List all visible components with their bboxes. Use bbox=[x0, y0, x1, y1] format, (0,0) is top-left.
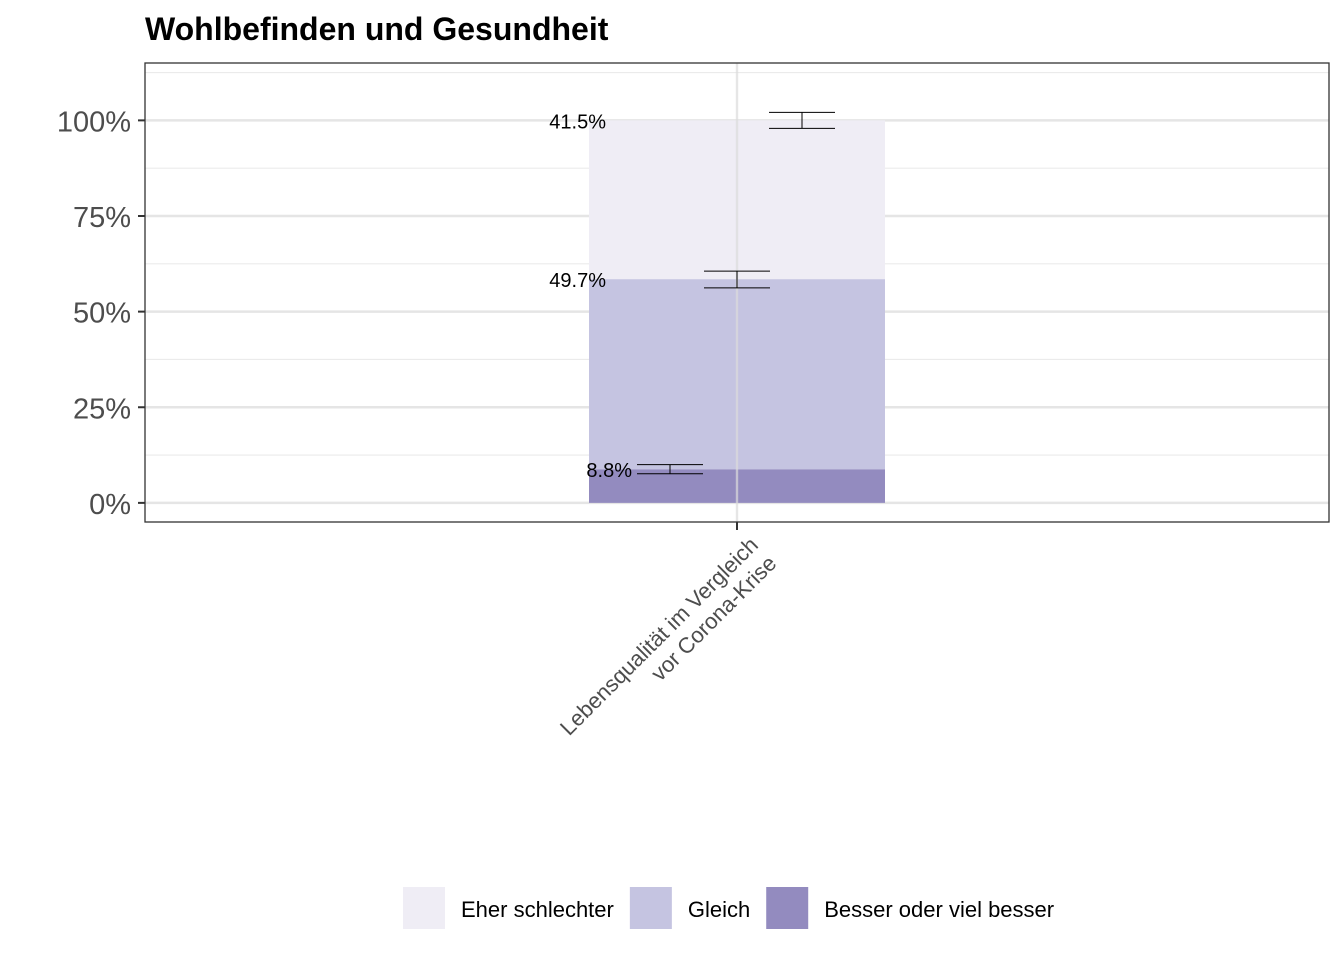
y-tick-label: 100% bbox=[57, 106, 131, 138]
y-tick-label: 25% bbox=[73, 393, 131, 425]
legend-key bbox=[403, 887, 445, 929]
y-tick-label: 50% bbox=[73, 298, 131, 330]
legend-label: Eher schlechter bbox=[461, 897, 614, 922]
y-tick-label: 0% bbox=[89, 489, 131, 521]
data-label: 41.5% bbox=[549, 111, 606, 133]
x-tick-label: Lebensqualität im Vergleichvor Corona-Kr… bbox=[555, 532, 781, 758]
chart-title: Wohlbefinden und Gesundheit bbox=[145, 11, 609, 47]
x-tick-label-line: Lebensqualität im Vergleich bbox=[555, 532, 763, 740]
legend-key bbox=[629, 887, 672, 929]
data-label: 8.8% bbox=[586, 460, 632, 482]
y-tick-label: 75% bbox=[73, 202, 131, 234]
data-label: 49.7% bbox=[549, 270, 606, 292]
legend: Eher schlechter Gleich Besser oder viel be… bbox=[403, 887, 1054, 929]
legend-label: Gleich bbox=[688, 897, 750, 922]
legend-key bbox=[766, 887, 809, 929]
legend-label: Besser oder viel besser bbox=[824, 897, 1054, 922]
